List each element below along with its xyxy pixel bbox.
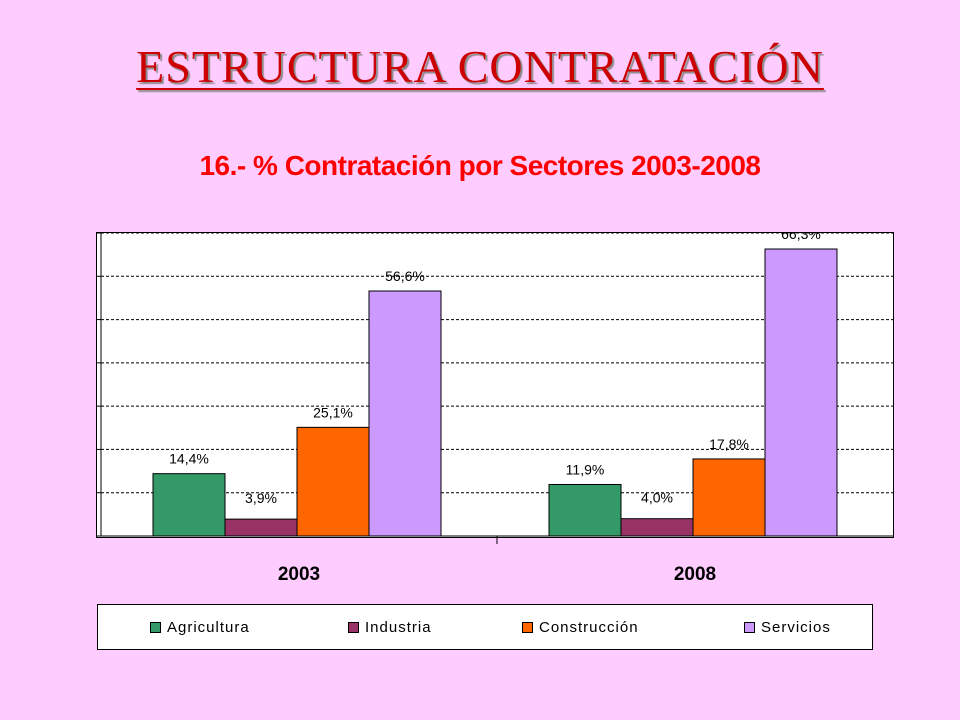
- bar: [368, 290, 442, 537]
- legend-item-industria: Industria: [348, 619, 432, 636]
- bar: [296, 426, 370, 537]
- data-label: 4,0%: [641, 490, 673, 506]
- bar-chart: 0%10%20%30%40%50%60%70%200314,4%3,9%25,1…: [97, 233, 893, 585]
- data-label: 25,1%: [313, 404, 353, 420]
- legend-swatch: [150, 622, 161, 633]
- data-label: 56,6%: [385, 268, 425, 284]
- x-tick-label: 2003: [278, 564, 320, 585]
- data-label: 11,9%: [566, 461, 605, 477]
- chart-area: 0%10%20%30%40%50%60%70%200314,4%3,9%25,1…: [96, 232, 894, 585]
- chart-title: 16.- % Contratación por Sectores 2003-20…: [199, 150, 761, 181]
- legend-swatch: [348, 622, 359, 633]
- legend: Agricultura Industria Construcción Servi…: [97, 604, 873, 650]
- data-label: 14,4%: [169, 451, 209, 467]
- legend-swatch: [744, 622, 755, 633]
- legend-label: Servicios: [761, 619, 831, 636]
- bar: [764, 248, 838, 537]
- legend-swatch: [522, 622, 533, 633]
- legend-item-construccion: Construcción: [522, 619, 639, 636]
- legend-item-agricultura: Agricultura: [150, 619, 250, 636]
- bar: [620, 518, 694, 537]
- data-label: 66,3%: [781, 233, 821, 242]
- legend-label: Construcción: [539, 619, 639, 636]
- slide-title: ESTRUCTURA CONTRATACIÓN: [136, 41, 824, 92]
- bar: [152, 473, 226, 537]
- bar: [548, 483, 622, 537]
- legend-label: Industria: [365, 619, 432, 636]
- data-label: 3,9%: [245, 490, 277, 506]
- legend-label: Agricultura: [167, 619, 250, 636]
- data-label: 17,8%: [709, 436, 749, 452]
- bar: [692, 458, 766, 537]
- legend-item-servicios: Servicios: [744, 619, 831, 636]
- bar: [224, 518, 298, 537]
- x-tick-label: 2008: [674, 564, 716, 585]
